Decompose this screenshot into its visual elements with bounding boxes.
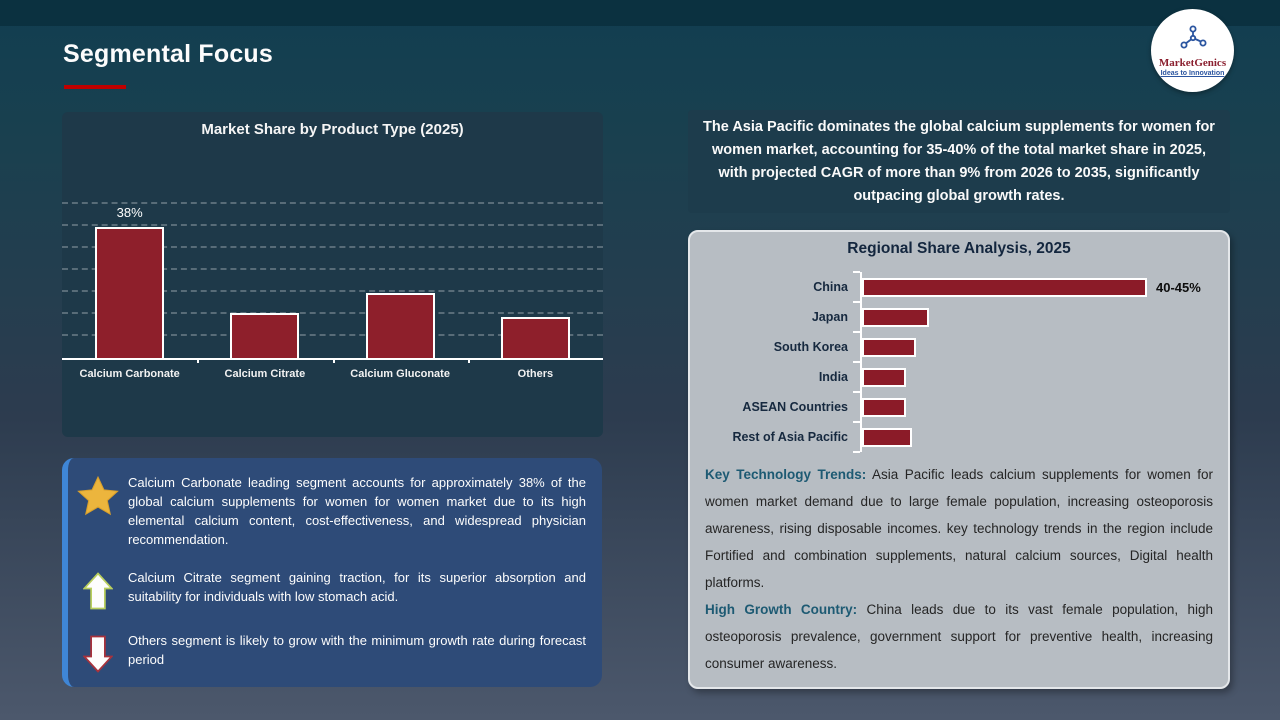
bar-calcium-citrate bbox=[230, 313, 300, 358]
region-row-south-korea: South Korea bbox=[702, 331, 1214, 362]
x-axis-tick bbox=[467, 358, 470, 363]
insight-text: Calcium Citrate segment gaining traction… bbox=[128, 570, 586, 604]
region-bar-zone: 40-45% bbox=[853, 271, 1214, 302]
high-growth-country-text: China leads due to its vast female popul… bbox=[705, 602, 1214, 671]
bar-others bbox=[500, 317, 570, 358]
molecule-icon bbox=[1178, 25, 1208, 56]
gridline bbox=[62, 224, 603, 226]
high-growth-country-label: High Growth Country: bbox=[705, 602, 858, 617]
x-axis-tick bbox=[332, 358, 335, 363]
insight-row-carbonate: Calcium Carbonate leading segment accoun… bbox=[68, 473, 586, 549]
region-bar-china bbox=[862, 277, 1147, 297]
key-technology-trends-text: Asia Pacific leads calcium supplements f… bbox=[705, 467, 1214, 590]
product-type-plot-area: 38% bbox=[62, 198, 603, 363]
region-label-china: China bbox=[813, 280, 848, 294]
region-bar-zone bbox=[853, 301, 1214, 332]
key-technology-trends-label: Key Technology Trends: bbox=[705, 467, 867, 482]
region-row-japan: Japan bbox=[702, 301, 1214, 332]
region-bar-india bbox=[862, 367, 906, 387]
region-value-label: 40-45% bbox=[1156, 279, 1201, 295]
regional-notes: Key Technology Trends: Asia Pacific lead… bbox=[705, 461, 1213, 677]
region-row-china: China 40-45% bbox=[702, 271, 1214, 302]
region-label-asean-countries: ASEAN Countries bbox=[742, 400, 848, 414]
region-bar-zone bbox=[853, 331, 1214, 362]
gridline bbox=[62, 312, 603, 314]
category-label-calcium-citrate: Calcium Citrate bbox=[224, 368, 306, 380]
top-accent-band bbox=[0, 0, 1280, 26]
bar-value-label: 38% bbox=[116, 205, 143, 220]
category-label-others: Others bbox=[517, 368, 554, 380]
key-technology-trends-paragraph: Key Technology Trends: Asia Pacific lead… bbox=[705, 461, 1213, 596]
region-label-india: India bbox=[818, 370, 848, 384]
category-label-calcium-carbonate: Calcium Carbonate bbox=[79, 368, 180, 380]
region-row-india: India bbox=[702, 361, 1214, 392]
bar-column-others bbox=[468, 198, 603, 358]
star-icon bbox=[68, 473, 128, 517]
gridline bbox=[62, 268, 603, 270]
region-label-japan: Japan bbox=[811, 310, 848, 324]
insight-row-citrate: Calcium Citrate segment gaining traction… bbox=[68, 568, 586, 612]
region-label-south-korea: South Korea bbox=[773, 340, 848, 354]
region-bar-zone bbox=[853, 421, 1214, 453]
regional-chart-title: Regional Share Analysis, 2025 bbox=[847, 240, 1071, 257]
regional-share-panel: Regional Share Analysis, 2025 China 40-45… bbox=[688, 230, 1230, 689]
product-type-chart-panel: Market Share by Product Type (2025) 38% … bbox=[62, 112, 603, 437]
marketgenics-logo: MarketGenics Ideas to Innovation bbox=[1151, 9, 1234, 92]
apac-callout-text: The Asia Pacific dominates the global ca… bbox=[703, 118, 1215, 204]
gridline bbox=[62, 246, 603, 248]
logo-name: MarketGenics bbox=[1158, 56, 1227, 69]
region-row-asean-countries: ASEAN Countries bbox=[702, 391, 1214, 422]
bar-column-calcium-citrate bbox=[197, 198, 332, 358]
region-bar-asean-countries bbox=[862, 397, 906, 417]
x-axis-tick bbox=[197, 358, 200, 363]
region-bar-zone bbox=[853, 391, 1214, 422]
apac-dominance-callout: The Asia Pacific dominates the global ca… bbox=[688, 110, 1230, 213]
title-underline bbox=[64, 85, 126, 89]
regional-share-chart: China 40-45% Japan South Korea India ASEAN Co… bbox=[702, 271, 1214, 453]
insight-text: Others segment is likely to grow with th… bbox=[128, 633, 586, 667]
product-type-bars: 38% bbox=[62, 198, 603, 358]
gridline bbox=[62, 334, 603, 336]
product-type-category-axis: Calcium Carbonate Calcium Citrate Calcium … bbox=[62, 368, 603, 380]
arrow-down-icon bbox=[68, 631, 128, 675]
bar-calcium-gluconate bbox=[365, 293, 435, 358]
region-row-rest-of-asia-pacific: Rest of Asia Pacific bbox=[702, 421, 1214, 453]
region-bar-south-korea bbox=[862, 337, 916, 357]
segment-insights-box: Calcium Carbonate leading segment accoun… bbox=[62, 458, 602, 687]
page-title: Segmental Focus bbox=[63, 40, 273, 68]
insight-text: Calcium Carbonate leading segment accoun… bbox=[128, 475, 586, 547]
gridline bbox=[62, 202, 603, 204]
region-bar-rest-of-asia-pacific bbox=[862, 427, 912, 447]
logo-tagline: Ideas to Innovation bbox=[1160, 69, 1225, 77]
region-label-rest-of-asia-pacific: Rest of Asia Pacific bbox=[732, 430, 848, 444]
region-bar-japan bbox=[862, 307, 929, 327]
high-growth-country-paragraph: High Growth Country: China leads due to … bbox=[705, 596, 1213, 677]
bar-column-calcium-gluconate bbox=[333, 198, 468, 358]
arrow-up-icon bbox=[68, 568, 128, 612]
bar-column-calcium-carbonate: 38% bbox=[62, 198, 197, 358]
insight-row-others: Others segment is likely to grow with th… bbox=[68, 631, 586, 675]
category-label-calcium-gluconate: Calcium Gluconate bbox=[350, 368, 450, 380]
product-type-chart-title: Market Share by Product Type (2025) bbox=[201, 121, 464, 138]
gridline bbox=[62, 290, 603, 292]
region-bar-zone bbox=[853, 361, 1214, 392]
bar-calcium-carbonate bbox=[95, 227, 165, 358]
